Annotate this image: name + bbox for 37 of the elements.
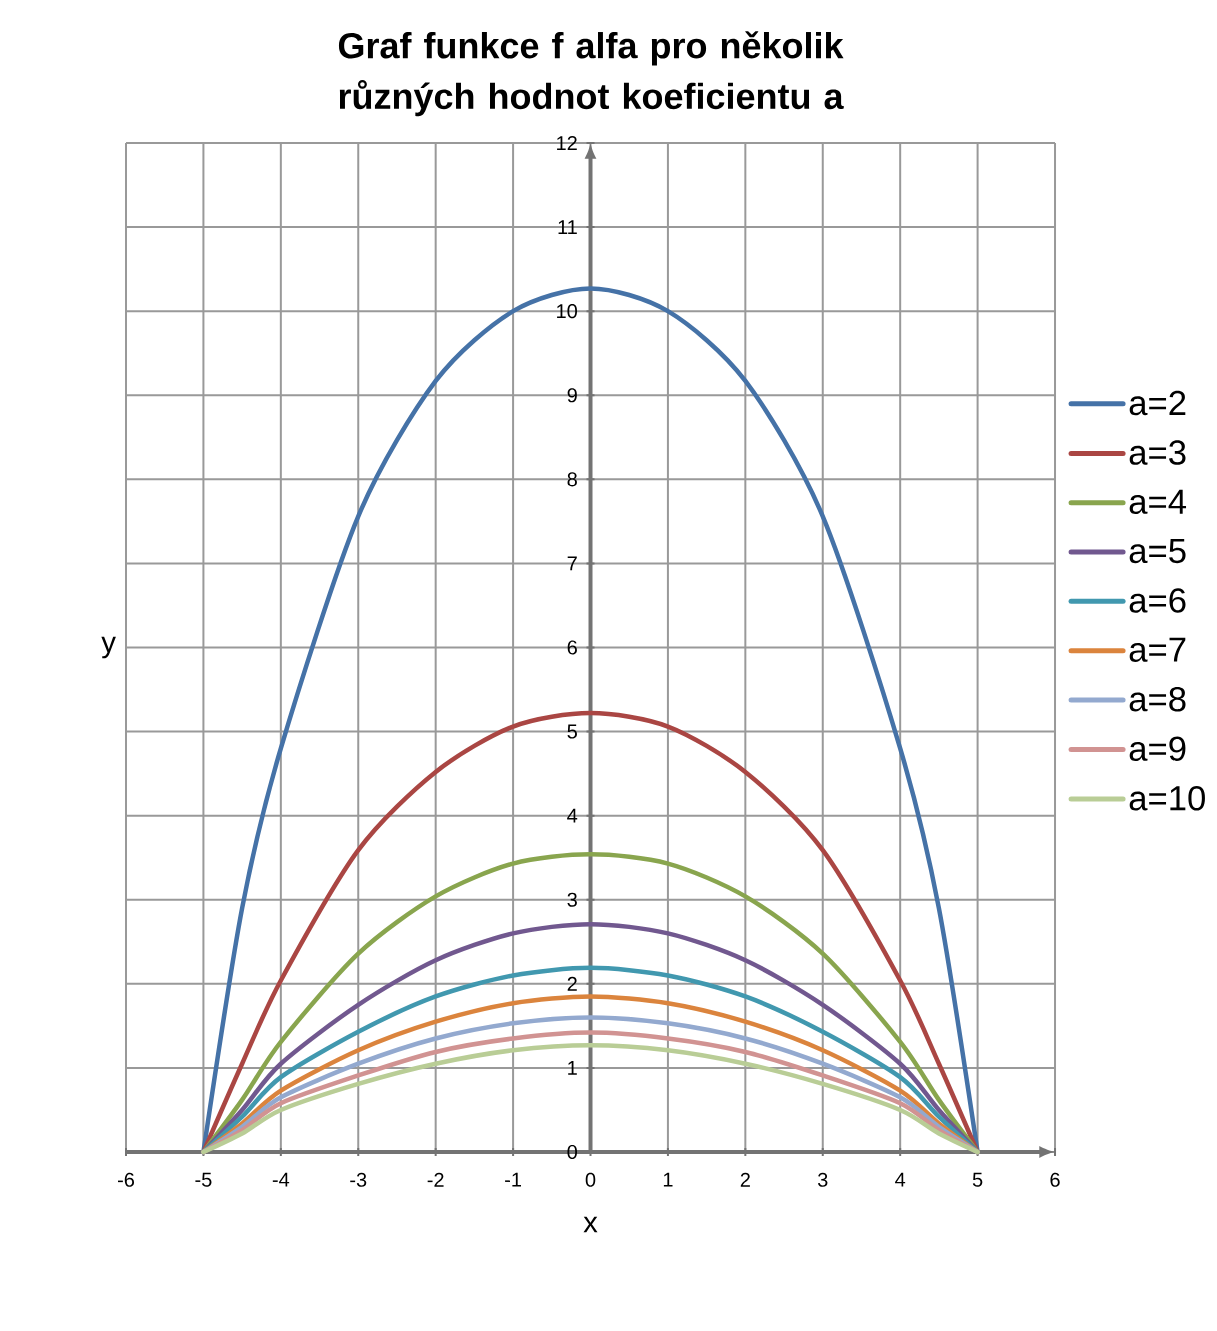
- y-axis-title: y: [101, 636, 116, 659]
- y-tick-label: 9: [567, 388, 577, 403]
- legend-label: a=9: [1129, 736, 1186, 761]
- x-tick-label: 2: [740, 1172, 750, 1187]
- legend-label: a=7: [1129, 637, 1186, 662]
- legend-label: a=8: [1129, 686, 1186, 712]
- y-tick-label: 4: [567, 808, 578, 823]
- y-tick-label: 11: [558, 220, 577, 234]
- x-axis-title: x: [583, 1216, 598, 1233]
- legend-label: a=6: [1129, 588, 1186, 613]
- y-tick-label: 12: [557, 136, 577, 150]
- y-tick-label: 5: [567, 724, 577, 739]
- y-tick-label: 2: [567, 976, 577, 991]
- y-tick-label: 3: [567, 892, 577, 907]
- y-tick-label: 6: [567, 640, 577, 655]
- y-tick-label: 1: [568, 1061, 577, 1075]
- x-tick-label: -2: [427, 1172, 444, 1187]
- chart-title: Graf funkce f alfa pro několik různých hodnot koeficientu a: [338, 31, 844, 117]
- x-tick-label: 4: [895, 1172, 906, 1187]
- x-tick-label: 3: [817, 1172, 828, 1187]
- x-tick-label: -3: [350, 1172, 367, 1187]
- x-tick-label: 1: [663, 1172, 673, 1187]
- legend-label: a=5: [1129, 539, 1186, 564]
- x-tick-label: -6: [117, 1172, 135, 1187]
- legend-label: a=4: [1129, 489, 1187, 515]
- legend-label: a=3: [1129, 440, 1186, 465]
- y-tick-label: 7: [567, 556, 577, 571]
- y-tick-label: 8: [567, 472, 577, 487]
- x-tick-label: 5: [972, 1172, 983, 1187]
- legend-label: a=2: [1129, 390, 1186, 416]
- x-tick-label: 0: [585, 1172, 596, 1187]
- x-tick-label: -1: [505, 1172, 521, 1187]
- x-tick-label: -5: [195, 1172, 212, 1187]
- x-tick-label: 6: [1050, 1172, 1060, 1187]
- y-tick-label: 10: [557, 304, 577, 319]
- legend-label: a=10: [1129, 785, 1205, 811]
- x-tick-label: -4: [272, 1172, 290, 1187]
